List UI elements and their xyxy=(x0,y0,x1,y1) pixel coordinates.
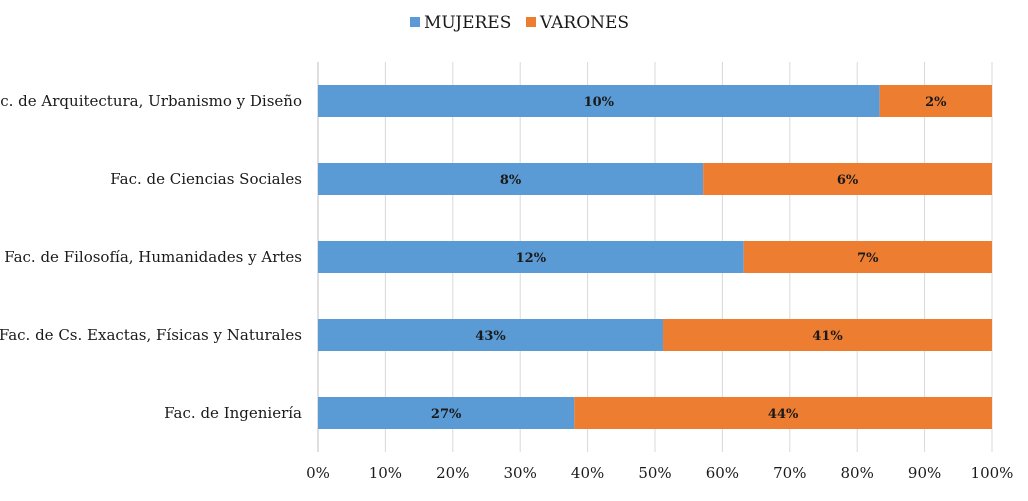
data-label: 44% xyxy=(768,407,799,422)
x-tick-label: 90% xyxy=(908,464,941,482)
legend-swatch xyxy=(526,17,536,27)
x-tick-label: 70% xyxy=(773,464,806,482)
x-tick-label: 0% xyxy=(306,464,330,482)
bar-segment-varones xyxy=(743,241,992,273)
x-axis-ticks: 0% 10% 20% 30% 40% 50% 60% 70% 80% 90% 100% xyxy=(306,464,1013,482)
legend-label: VARONES xyxy=(539,13,629,33)
x-tick-label: 30% xyxy=(504,464,537,482)
category-label: Fac. de Ciencias Sociales xyxy=(110,170,302,188)
category-label: Fac. de Cs. Exactas, Físicas y Naturales xyxy=(0,326,302,344)
x-tick-label: 40% xyxy=(571,464,604,482)
bar-segment-varones xyxy=(703,163,992,195)
data-label: 6% xyxy=(837,173,859,188)
bar-segment-mujeres xyxy=(318,319,664,351)
category-labels: Fac. de Arquitectura, Urbanismo y Diseño… xyxy=(0,92,302,422)
data-label: 43% xyxy=(475,329,506,344)
x-tick-label: 100% xyxy=(971,464,1014,482)
x-tick-label: 80% xyxy=(841,464,874,482)
bar-segment-varones xyxy=(879,85,992,117)
chart-bars: 10% 2% 8% 6% 12% 7% 43% 41% 27% 44% xyxy=(318,85,992,429)
data-label: 41% xyxy=(812,329,843,344)
data-label: 2% xyxy=(925,95,947,110)
chart-legend: MUJERES VARONES xyxy=(410,13,629,33)
data-label: 12% xyxy=(516,251,547,266)
bar-segment-varones xyxy=(574,397,992,429)
data-label: 10% xyxy=(584,95,615,110)
bar-segment-mujeres xyxy=(318,85,880,117)
bar-segment-mujeres xyxy=(318,241,744,273)
data-label: 7% xyxy=(857,251,879,266)
category-label: Fac. de Arquitectura, Urbanismo y Diseño xyxy=(0,92,302,110)
legend-swatch xyxy=(410,17,420,27)
bar-segment-varones xyxy=(663,319,992,351)
bar-segment-mujeres xyxy=(318,163,704,195)
x-tick-label: 10% xyxy=(369,464,402,482)
data-label: 8% xyxy=(500,173,522,188)
category-label: Fac. de Ingeniería xyxy=(164,404,302,422)
x-tick-label: 60% xyxy=(706,464,739,482)
data-label: 27% xyxy=(431,407,462,422)
x-tick-label: 20% xyxy=(436,464,469,482)
bar-segment-mujeres xyxy=(318,397,575,429)
x-tick-label: 50% xyxy=(638,464,671,482)
category-label: Fac. de Filosofía, Humanidades y Artes xyxy=(4,248,302,266)
legend-label: MUJERES xyxy=(424,13,511,33)
